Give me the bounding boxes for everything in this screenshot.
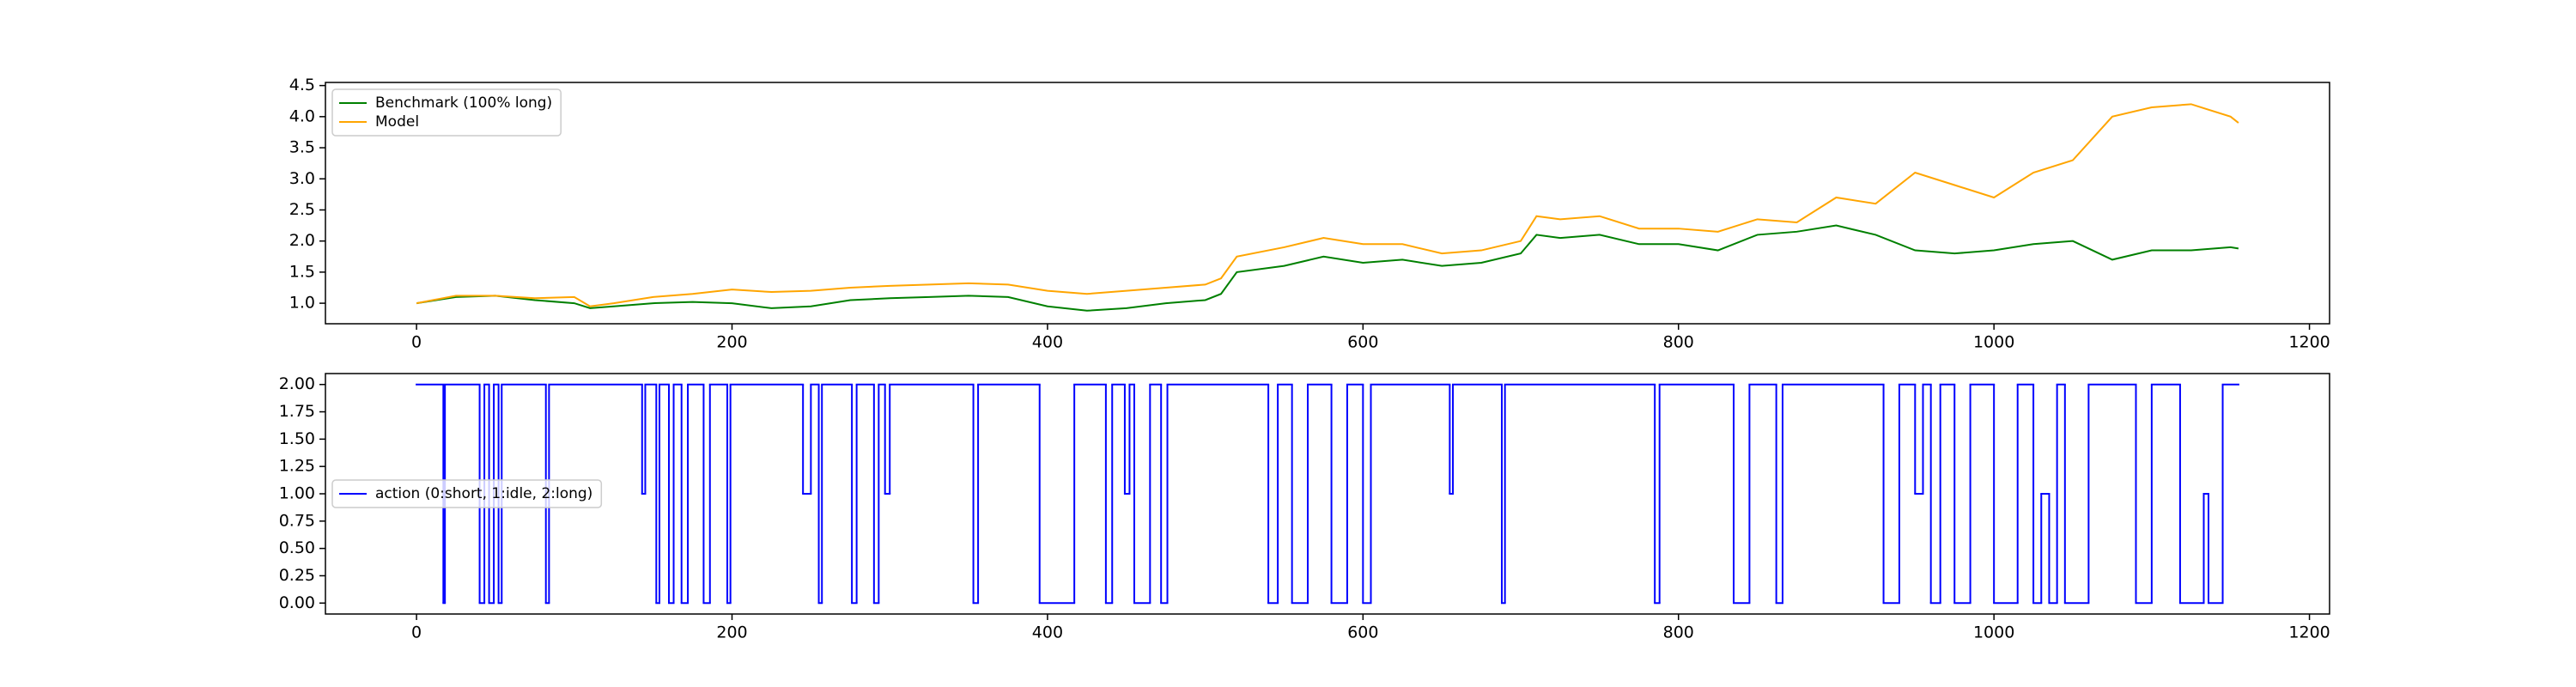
y-tick-label: 1.25 [279,457,315,476]
axes-frame [325,82,2330,325]
y-tick-label: 2.5 [289,200,315,219]
x-tick-label: 800 [1663,623,1694,642]
x-tick-label: 400 [1032,333,1063,352]
y-tick-label: 1.0 [289,294,315,313]
x-tick-label: 200 [716,623,747,642]
y-tick-label: 0.00 [279,593,315,612]
legend: action (0:short, 1:idle, 2:long) [331,479,603,508]
y-tick-label: 4.0 [289,106,315,125]
legend: Benchmark (100% long)Model [331,88,562,137]
x-tick-label: 0 [411,333,422,352]
series-line [416,103,2239,307]
legend-label: Benchmark (100% long) [375,94,552,112]
x-tick-label: 600 [1347,333,1378,352]
x-tick-label: 1000 [1973,623,2014,642]
x-tick-label: 1200 [2288,623,2330,642]
y-tick-label: 4.5 [289,76,315,94]
y-tick-label: 1.5 [289,262,315,281]
x-tick-label: 800 [1663,333,1694,352]
y-tick-label: 1.75 [279,402,315,421]
y-tick-label: 3.5 [289,138,315,157]
x-tick-label: 600 [1347,623,1378,642]
y-tick-label: 2.0 [289,231,315,250]
y-tick-label: 1.00 [279,484,315,503]
legend-frame [331,479,603,508]
legend-label: Model [375,113,419,131]
y-tick-label: 3.0 [289,169,315,188]
legend-label: action (0:short, 1:idle, 2:long) [375,485,592,502]
x-tick-label: 1200 [2288,333,2330,352]
y-tick-label: 0.25 [279,566,315,585]
axes-frame [325,373,2330,615]
x-tick-label: 400 [1032,623,1063,642]
plot-area [416,383,2239,605]
y-tick-label: 0.75 [279,511,315,530]
x-tick-label: 0 [411,623,422,642]
y-tick-label: 0.50 [279,538,315,557]
series-line [416,224,2239,312]
plot-area [416,103,2239,312]
x-tick-label: 1000 [1973,333,2014,352]
y-tick-label: 1.50 [279,429,315,448]
y-tick-label: 2.00 [279,374,315,393]
x-tick-label: 200 [716,333,747,352]
legend-frame [331,88,562,137]
